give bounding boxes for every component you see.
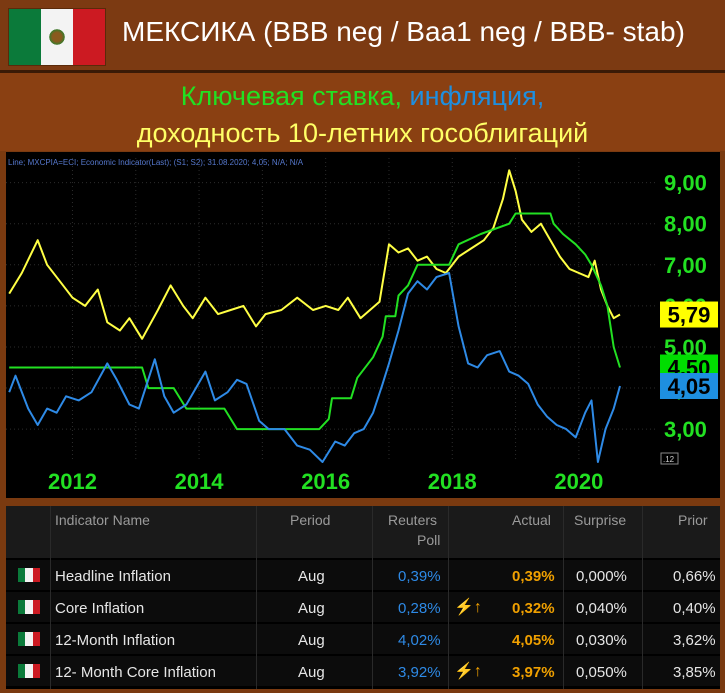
chart-info-text: Line; MXCPIA=ECI; Economic Indicator(Las… [8, 158, 304, 167]
period-value: Aug [298, 632, 325, 649]
surprise-value: 0,040% [576, 600, 627, 617]
table-header: Indicator Name Period Reuters Poll Actua… [6, 506, 720, 558]
actual-value: 4,05% [512, 632, 555, 649]
subtitle-key-rate: Ключевая ставка, [180, 81, 403, 111]
indicator-table: Indicator Name Period Reuters Poll Actua… [6, 506, 720, 689]
poll-value: 0,39% [398, 568, 441, 585]
header-actual[interactable]: Actual [512, 512, 551, 528]
y-tick-label: 8,00 [664, 212, 707, 237]
column-divider [50, 506, 51, 689]
x-tick-label: 2016 [301, 469, 350, 494]
actual-value: 3,97% [512, 664, 555, 681]
header-poll-line1[interactable]: Reuters [388, 512, 438, 528]
y-tick-label: 3,00 [664, 417, 707, 442]
poll-value: 3,92% [398, 664, 441, 681]
period-value: Aug [298, 664, 325, 681]
page-title: МЕКСИКА (BBB neg / Baa1 neg / BBB- stab) [122, 16, 685, 47]
surprise-value: 0,030% [576, 632, 627, 649]
y-tick-label: 9,00 [664, 171, 707, 196]
table-row[interactable]: Headline Inflation Aug 0,39% 0,39% 0,000% 0,6… [6, 558, 720, 590]
column-divider [372, 506, 373, 689]
header-bar: МЕКСИКА (BBB neg / Baa1 neg / BBB- stab) [0, 0, 725, 70]
table-row[interactable]: 12-Month Inflation Aug 4,02% 4,05% 0,030% 3,6… [6, 622, 720, 654]
last-value-badge-inflation [660, 373, 718, 399]
prior-value: 3,62% [673, 632, 716, 649]
x-tick-label: 2014 [175, 469, 225, 494]
last-value-label-inflation: 4,05 [668, 374, 711, 399]
last-value-badge-yield [660, 301, 718, 328]
lightning-arrow-icon: ⚡↑ [454, 599, 482, 616]
header-period[interactable]: Period [290, 512, 331, 528]
divider [0, 70, 725, 73]
actual-value: 0,32% [512, 600, 555, 617]
series-line-rate [9, 212, 621, 431]
subtitle-bond-yield: доходность 10-летних гособлигаций [136, 118, 589, 148]
x-tick-label: 2020 [554, 469, 603, 494]
header-poll-line2: Poll [417, 532, 441, 548]
mexico-flag-icon [8, 8, 106, 66]
actual-value: 0,39% [512, 568, 555, 585]
surprise-value: 0,000% [576, 568, 627, 585]
header-prior[interactable]: Prior [678, 512, 708, 528]
series-line-yield [8, 169, 621, 340]
last-value-label-yield: 5,79 [668, 303, 711, 328]
mexico-flag-icon [18, 632, 40, 646]
table-row[interactable]: Core Inflation Aug 0,28% ⚡↑ 0,32% 0,040% 0,40% [6, 590, 720, 622]
prior-value: 0,40% [673, 600, 716, 617]
column-divider [448, 506, 449, 689]
period-value: Aug [298, 600, 325, 617]
prior-value: 3,85% [673, 664, 716, 681]
poll-value: 4,02% [398, 632, 441, 649]
indicator-name: 12-Month Inflation [55, 632, 176, 649]
column-divider [642, 506, 643, 689]
table-row[interactable]: 12- Month Core Inflation Aug 3,92% ⚡↑ 3,97% 0… [6, 654, 720, 686]
subtitle-inflation: инфляция, [409, 81, 545, 111]
indicator-name: 12- Month Core Inflation [55, 664, 216, 681]
lightning-arrow-icon: ⚡↑ [454, 663, 482, 680]
corner-label: .12 [663, 455, 675, 464]
indicator-name: Headline Inflation [55, 568, 171, 585]
column-divider [256, 506, 257, 689]
series-line-inflation [8, 272, 621, 463]
mexico-flag-icon [18, 568, 40, 582]
corner-label-box [660, 452, 679, 465]
chart-area: Line; MXCPIA=ECI; Economic Indicator(Las… [6, 152, 720, 498]
header-indicator-name[interactable]: Indicator Name [55, 512, 150, 528]
indicator-name: Core Inflation [55, 600, 145, 617]
y-tick-label: 7,00 [664, 253, 707, 278]
x-tick-label: 2012 [48, 469, 97, 494]
mexico-flag-icon [18, 600, 40, 614]
prior-value: 0,66% [673, 568, 716, 585]
x-tick-label: 2018 [428, 469, 477, 494]
mexico-flag-icon [18, 664, 40, 678]
poll-value: 0,28% [398, 600, 441, 617]
line-chart: Line; MXCPIA=ECI; Economic Indicator(Las… [6, 158, 718, 494]
header-surprise[interactable]: Surprise [574, 512, 627, 528]
column-divider [563, 506, 564, 689]
surprise-value: 0,050% [576, 664, 627, 681]
chart-subtitle: Ключевая ставка, инфляция, доходность 10… [0, 73, 725, 151]
period-value: Aug [298, 568, 325, 585]
